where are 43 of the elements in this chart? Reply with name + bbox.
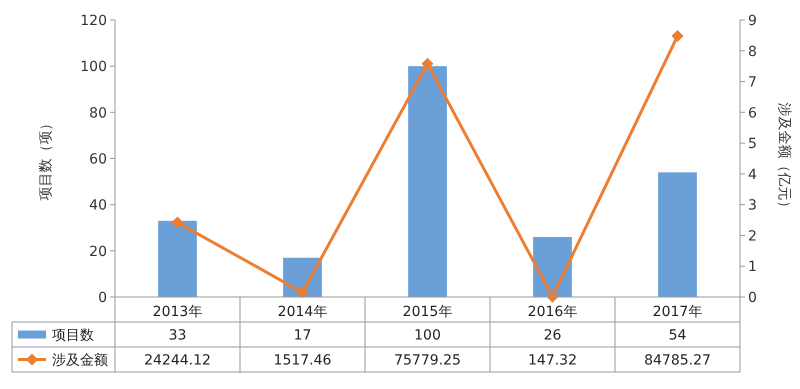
y2-tick-label: 7	[748, 74, 757, 91]
y-tick-label: 60	[89, 152, 107, 168]
y-tick-label: 120	[80, 13, 107, 29]
y2-tick-label: 8	[748, 44, 757, 60]
y-tick-label: 0	[98, 290, 107, 306]
point	[422, 58, 434, 70]
y-tick-label: 100	[80, 59, 107, 76]
x-tick-label: 2017年	[652, 304, 702, 320]
y2-tick-label: 0	[748, 290, 757, 306]
y-tick-label: 20	[89, 244, 107, 260]
legend-label: 项目数	[52, 328, 94, 344]
y2-axis-title: 涉及金额（亿元）	[776, 102, 792, 214]
data-label: 33	[168, 328, 186, 344]
y2-tick-label: 1	[748, 259, 757, 276]
point	[672, 30, 684, 42]
text: 75779.25	[394, 352, 461, 368]
y-tick-label: 80	[89, 105, 107, 122]
y2-tick-label: 6	[748, 105, 757, 122]
y2-tick-label: 9	[748, 13, 757, 29]
y2-tick-label: 5	[748, 136, 757, 152]
text: 147.32	[528, 352, 577, 368]
data-label: 100	[414, 328, 441, 344]
text: 84785.27	[644, 352, 711, 368]
text: 24244.12	[144, 352, 211, 368]
x-tick-label: 2016年	[528, 304, 578, 320]
bar	[658, 172, 697, 297]
point	[172, 216, 184, 229]
y2-tick-label: 2	[748, 228, 757, 244]
x-tick-label: 2014年	[278, 304, 328, 320]
bar	[408, 66, 447, 297]
x-tick-label: 2015年	[402, 304, 452, 320]
x-tick-label: 2013年	[152, 304, 202, 320]
y-axis-title: 项目数（项）	[38, 116, 54, 200]
point	[296, 286, 308, 298]
data-label: 17	[294, 328, 312, 344]
data-label: 54	[668, 328, 686, 344]
y2-tick-label: 3	[748, 198, 757, 214]
data-label: 26	[544, 328, 562, 344]
y2-tick-label: 4	[748, 166, 757, 183]
legend-label: 涉及金额	[52, 352, 108, 368]
y-tick-label: 40	[89, 198, 107, 214]
text: 1517.46	[274, 352, 332, 368]
bar	[158, 220, 197, 297]
